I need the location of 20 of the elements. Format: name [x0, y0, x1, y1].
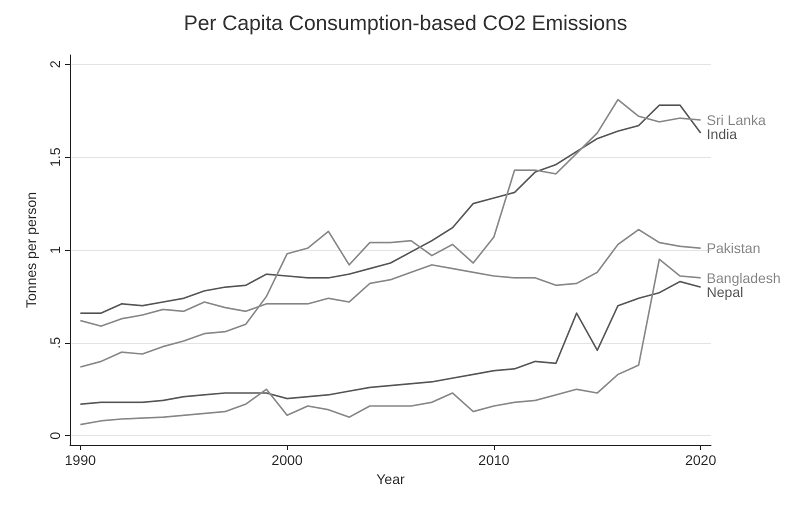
x-tick-label: 2010 [478, 452, 510, 468]
x-tick-label: 1990 [64, 452, 96, 468]
y-axis-title: Tonnes per person [23, 192, 39, 308]
chart-title: Per Capita Consumption-based CO2 Emissions [184, 12, 628, 35]
line-series [80, 104, 702, 314]
series-label: India [706, 126, 738, 142]
x-axis-title: Year [376, 470, 405, 487]
line-series [80, 98, 702, 368]
y-tick-label: 2 [47, 60, 63, 68]
y-tick-label: 0 [47, 432, 63, 440]
series-label: Pakistan [706, 240, 760, 256]
y-tick-label: 1.5 [47, 147, 63, 167]
line-series [80, 280, 702, 405]
x-tick-label: 2020 [685, 452, 716, 468]
y-tick-label: .5 [47, 336, 63, 349]
x-tick-label: 2000 [272, 452, 303, 468]
series-label: Bangladesh [706, 270, 781, 286]
line-series [80, 258, 702, 426]
y-tick-label: 1 [47, 246, 63, 254]
series-label: Sri Lanka [706, 112, 766, 128]
